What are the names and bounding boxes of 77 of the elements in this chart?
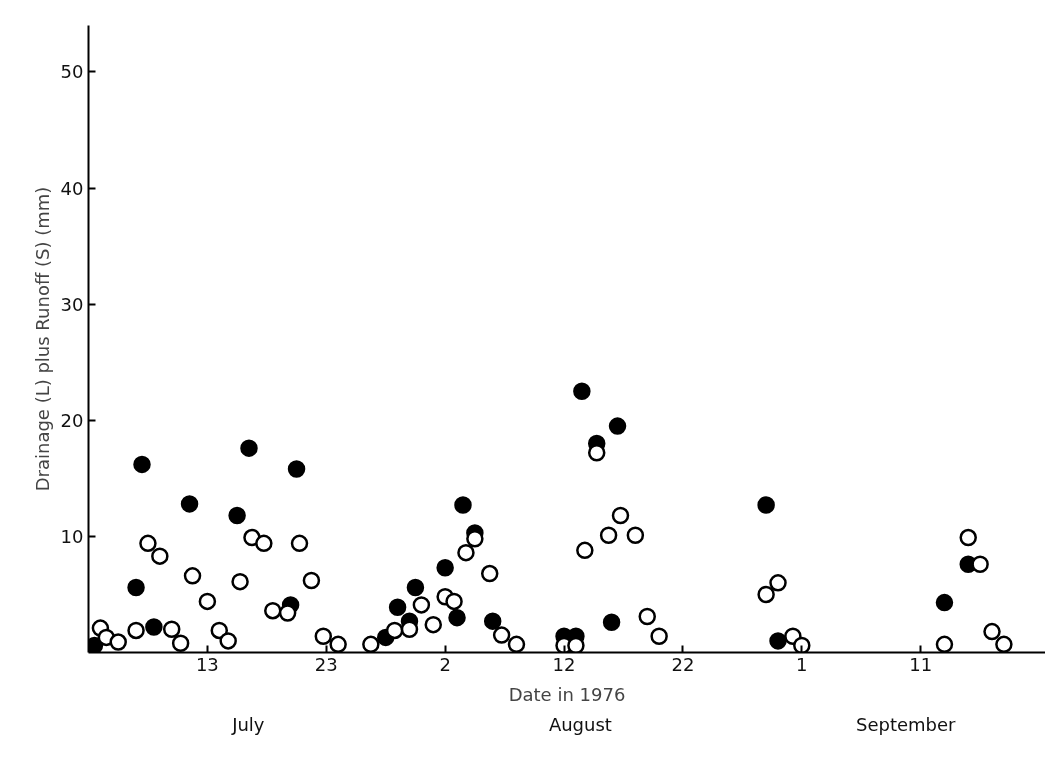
x-tick-label: 12 <box>552 653 576 675</box>
point <box>492 626 511 644</box>
point <box>314 627 333 645</box>
point <box>264 601 282 620</box>
point <box>412 596 431 614</box>
point <box>445 592 463 611</box>
text: September <box>856 713 957 735</box>
point <box>139 534 157 553</box>
x-tick-label: 2 <box>439 653 451 675</box>
point <box>406 578 425 597</box>
x-tick-label: 13 <box>195 653 219 675</box>
y-tick-label: 10 <box>60 525 84 547</box>
point <box>576 541 594 560</box>
point <box>959 528 977 547</box>
point <box>587 444 606 462</box>
x-tick-label: 23 <box>314 653 338 675</box>
point <box>362 635 380 653</box>
point <box>983 622 1001 641</box>
text: August <box>548 713 612 735</box>
point <box>198 592 217 611</box>
point <box>436 559 454 577</box>
point <box>278 604 297 622</box>
point <box>302 571 321 590</box>
y-tick-label: 30 <box>60 293 84 315</box>
point <box>793 636 811 653</box>
point <box>290 534 309 553</box>
x-axis-title: Date in 1976 <box>508 683 626 705</box>
point <box>151 547 169 565</box>
point <box>454 496 472 514</box>
point <box>255 534 273 553</box>
text: July <box>231 713 265 735</box>
point <box>971 555 989 573</box>
point <box>231 572 249 591</box>
point <box>650 627 668 645</box>
point <box>171 634 190 652</box>
y-axis-title: Drainage (L) plus Runoff (S) (mm) <box>31 186 53 492</box>
point <box>769 574 787 592</box>
point <box>602 613 621 632</box>
point <box>424 615 443 634</box>
point <box>757 585 775 604</box>
point <box>608 417 627 435</box>
x-tick-label: 1 <box>796 653 808 675</box>
point <box>183 567 202 585</box>
point <box>145 618 163 636</box>
point <box>219 632 237 650</box>
point <box>611 506 630 525</box>
point <box>240 439 258 457</box>
y-tick-label: 50 <box>60 61 84 83</box>
y-tick-label: 20 <box>60 409 84 431</box>
point <box>180 495 199 513</box>
point <box>935 635 954 653</box>
point <box>109 633 127 651</box>
point <box>385 621 404 640</box>
x-tick-label: 11 <box>909 653 933 675</box>
y-tick-label: 40 <box>60 177 84 199</box>
point <box>769 632 787 650</box>
point <box>483 612 502 630</box>
point <box>599 526 618 544</box>
point <box>757 496 775 514</box>
point <box>127 578 145 597</box>
point <box>638 607 656 626</box>
point <box>573 382 591 400</box>
point <box>457 543 475 562</box>
point <box>626 526 645 544</box>
point <box>388 598 407 616</box>
point <box>448 608 466 627</box>
point <box>228 506 246 525</box>
point <box>995 635 1013 653</box>
point <box>935 593 954 612</box>
point <box>480 564 499 583</box>
point <box>133 455 151 474</box>
point <box>162 620 181 639</box>
point <box>507 635 526 653</box>
point <box>127 621 145 640</box>
point <box>329 635 347 653</box>
point <box>287 460 306 478</box>
x-tick-label: 22 <box>671 653 695 675</box>
